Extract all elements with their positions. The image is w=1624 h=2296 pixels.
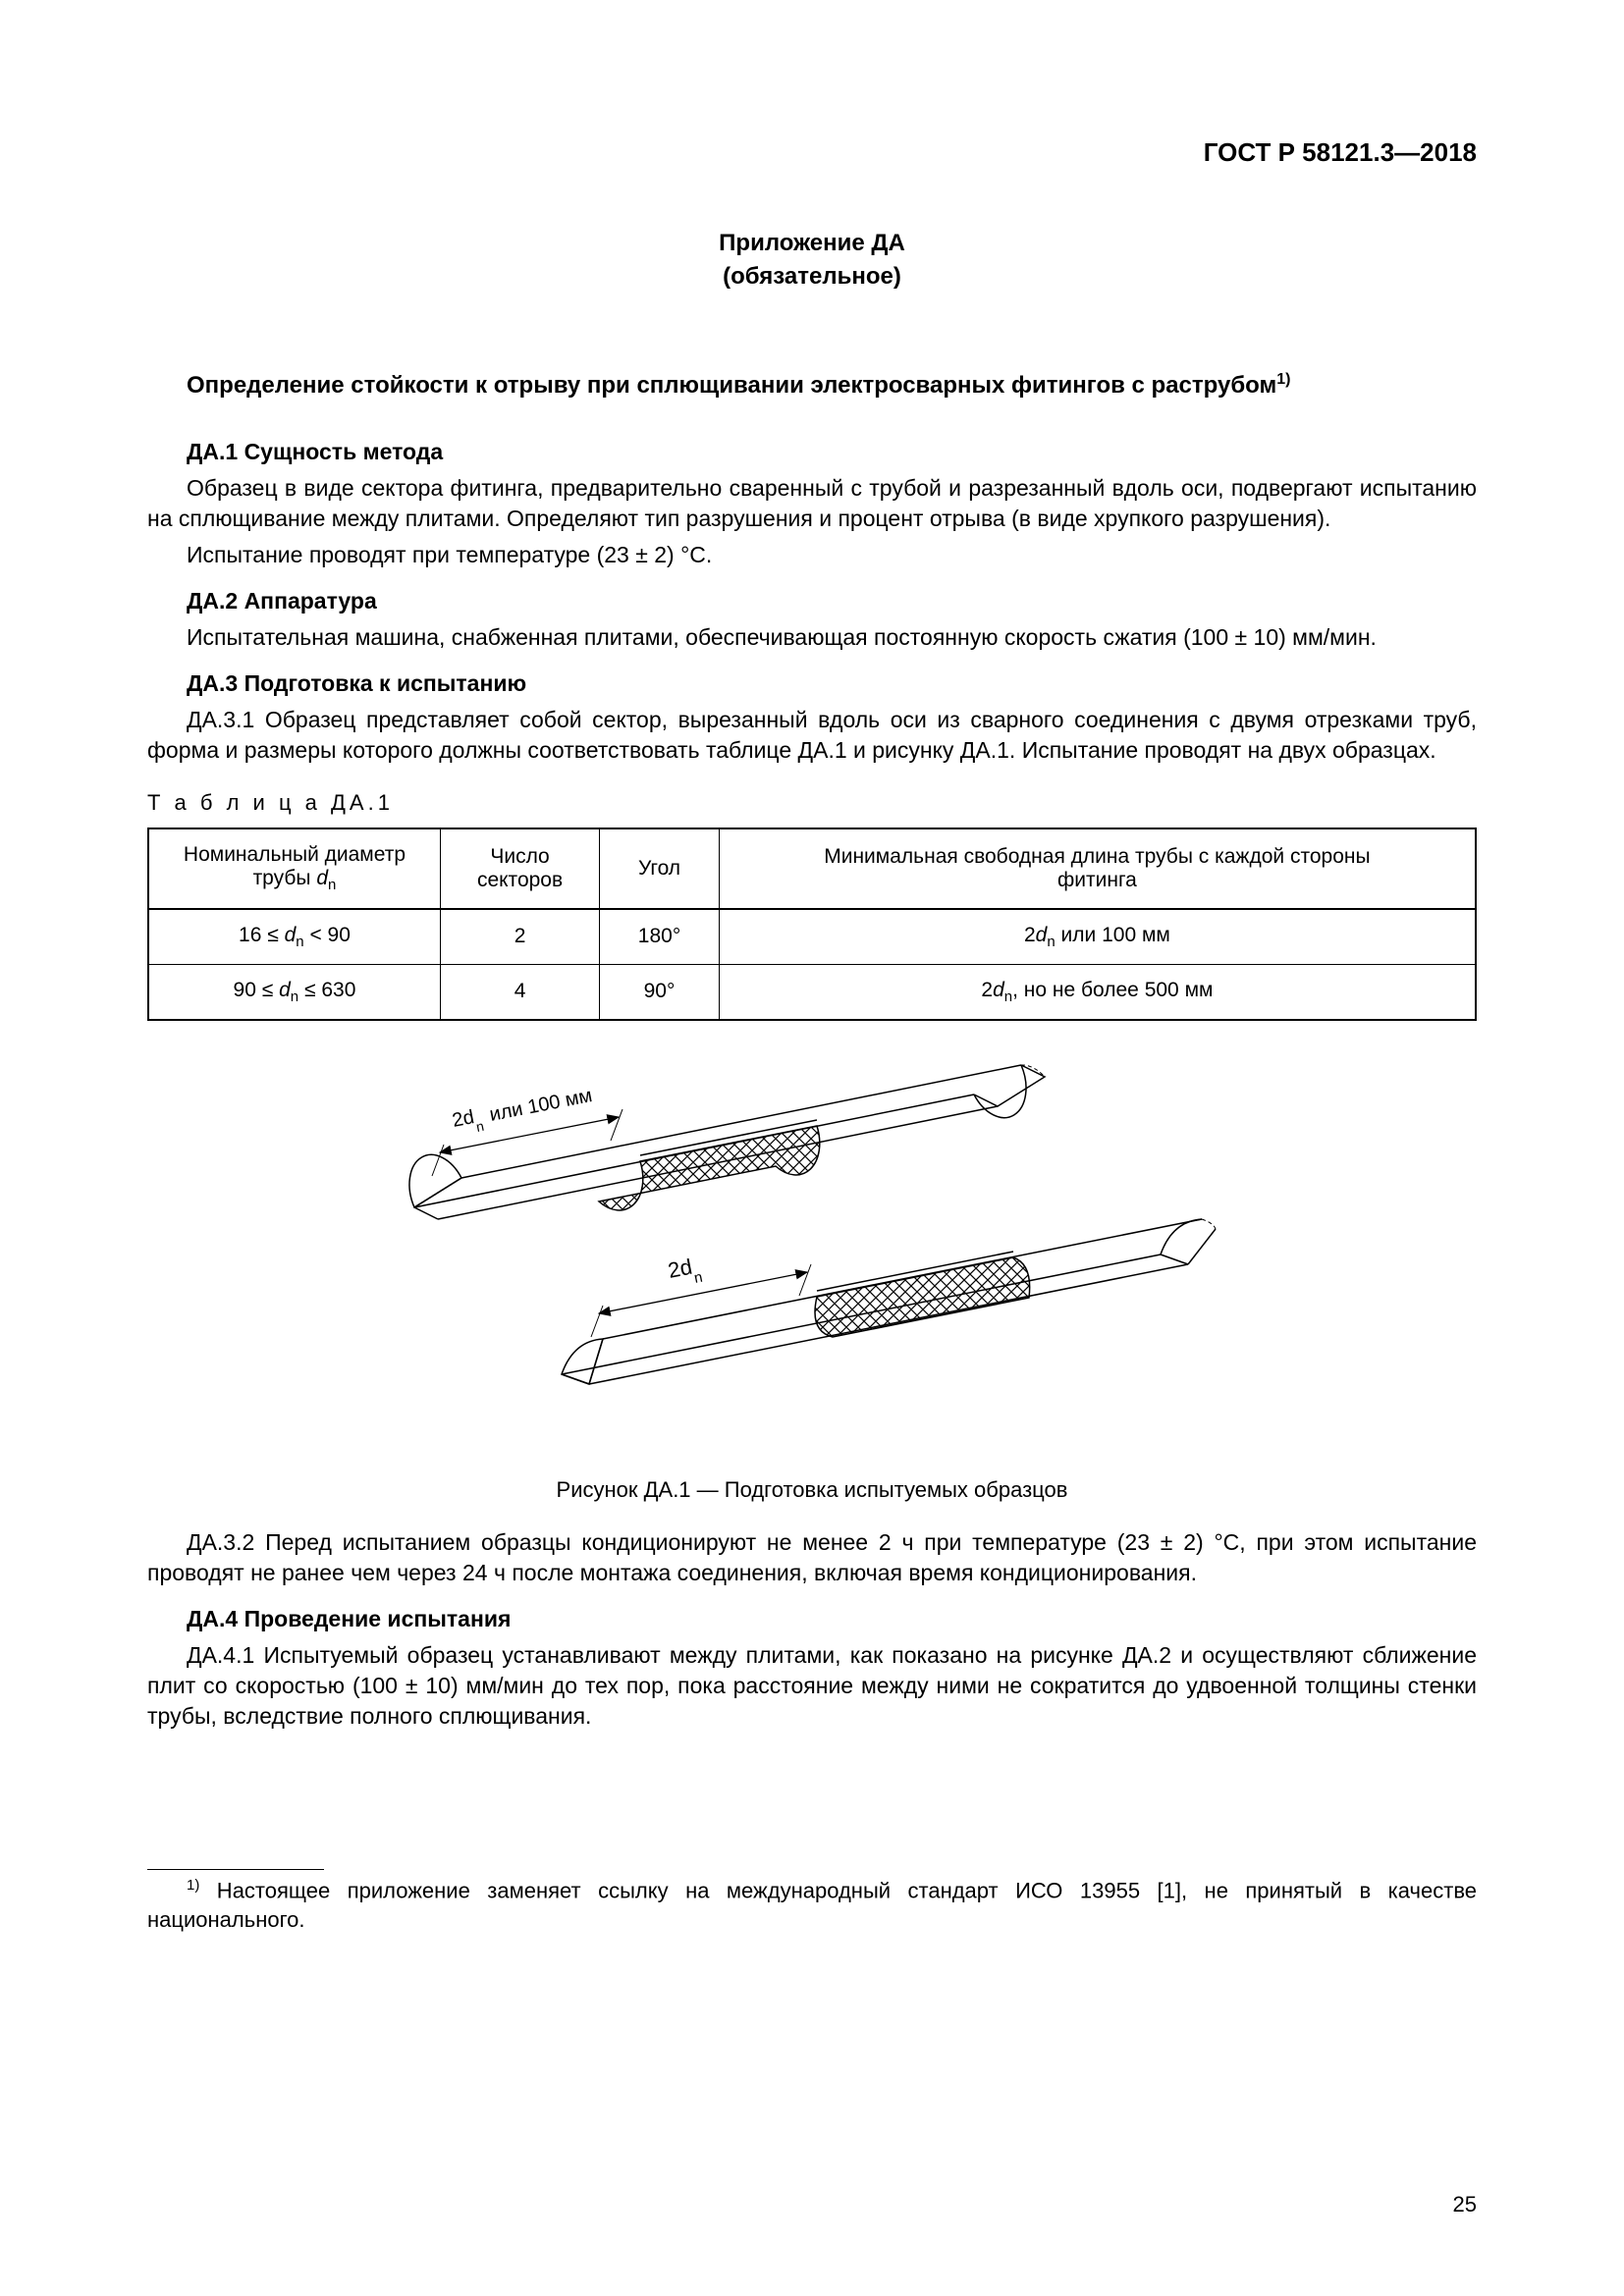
figure-da1: 2d n или 100 мм — [147, 1050, 1477, 1503]
figure-label-bottom: 2d — [666, 1255, 694, 1283]
section-da2-heading: ДА.2 Аппаратура — [147, 588, 1477, 614]
cell-angle: 90° — [600, 964, 720, 1020]
main-title-text: Определение стойкости к отрыву при сплющ… — [187, 372, 1276, 399]
table-col-1: Число секторов — [440, 828, 599, 908]
table-col-3: Минимальная свободная длина трубы с кажд… — [719, 828, 1476, 908]
table-col-0: Номинальный диаметртрубы dn — [148, 828, 440, 908]
footnote: 1) Настоящее приложение заменяет ссылку … — [147, 1876, 1477, 1935]
main-title-footnote-ref: 1) — [1276, 371, 1290, 388]
document-code: ГОСТ Р 58121.3—2018 — [147, 137, 1477, 168]
footnote-text: Настоящее приложение заменяет ссылку на … — [147, 1879, 1477, 1933]
table-label: Т а б л и ц а ДА.1 — [147, 790, 1477, 816]
specimen-top: 2d n или 100 мм — [409, 1065, 1045, 1219]
section-da2-p1: Испытательная машина, снабженная плитами… — [147, 622, 1477, 653]
section-da1-p2: Испытание проводят при температуре (23 ±… — [147, 540, 1477, 570]
cell-sectors: 4 — [440, 964, 599, 1020]
section-da4-p1: ДА.4.1 Испытуемый образец устанавливают … — [147, 1640, 1477, 1732]
figure-caption: Рисунок ДА.1 — Подготовка испытуемых обр… — [147, 1477, 1477, 1503]
section-da1-heading: ДА.1 Сущность метода — [147, 439, 1477, 465]
table-row: 90 ≤ dn ≤ 630490°2dn, но не более 500 мм — [148, 964, 1476, 1020]
cell-diameter: 16 ≤ dn < 90 — [148, 909, 440, 965]
specimen-bottom: 2d n — [562, 1219, 1216, 1384]
figure-da1-svg: 2d n или 100 мм — [346, 1050, 1278, 1463]
figure-label-top-sub: n — [475, 1118, 486, 1135]
table-row: 16 ≤ dn < 902180°2dn или 100 мм — [148, 909, 1476, 965]
section-da3-heading: ДА.3 Подготовка к испытанию — [147, 670, 1477, 697]
main-title: Определение стойкости к отрыву при сплющ… — [147, 371, 1477, 400]
section-da3-p2: ДА.3.2 Перед испытанием образцы кондицио… — [147, 1527, 1477, 1588]
table-header-row: Номинальный диаметртрубы dn Число сектор… — [148, 828, 1476, 908]
cell-length: 2dn или 100 мм — [719, 909, 1476, 965]
table-col-2: Угол — [600, 828, 720, 908]
section-da4-heading: ДА.4 Проведение испытания — [147, 1606, 1477, 1632]
table-da1: Номинальный диаметртрубы dn Число сектор… — [147, 828, 1477, 1021]
appendix-label: Приложение ДА (обязательное) — [147, 227, 1477, 293]
cell-diameter: 90 ≤ dn ≤ 630 — [148, 964, 440, 1020]
cell-length: 2dn, но не более 500 мм — [719, 964, 1476, 1020]
appendix-line2: (обязательное) — [723, 263, 901, 290]
col3-text: Минимальная свободная длина трубы с кажд… — [824, 845, 1370, 891]
figure-label-top: 2d — [451, 1106, 476, 1132]
footnote-sup: 1) — [187, 1877, 199, 1894]
page-container: ГОСТ Р 58121.3—2018 Приложение ДА (обяза… — [0, 0, 1624, 2296]
footnote-rule — [147, 1869, 324, 1870]
page-number: 25 — [1453, 2192, 1477, 2217]
figure-label-top-rest: или 100 мм — [488, 1085, 594, 1126]
section-da3-p1: ДА.3.1 Образец представляет собой сектор… — [147, 705, 1477, 766]
col0-text: Номинальный диаметртрубы dn — [184, 843, 406, 889]
cell-angle: 180° — [600, 909, 720, 965]
appendix-line1: Приложение ДА — [719, 230, 905, 256]
section-da1-p1: Образец в виде сектора фитинга, предвари… — [147, 473, 1477, 534]
cell-sectors: 2 — [440, 909, 599, 965]
figure-label-bottom-sub: n — [693, 1269, 704, 1287]
